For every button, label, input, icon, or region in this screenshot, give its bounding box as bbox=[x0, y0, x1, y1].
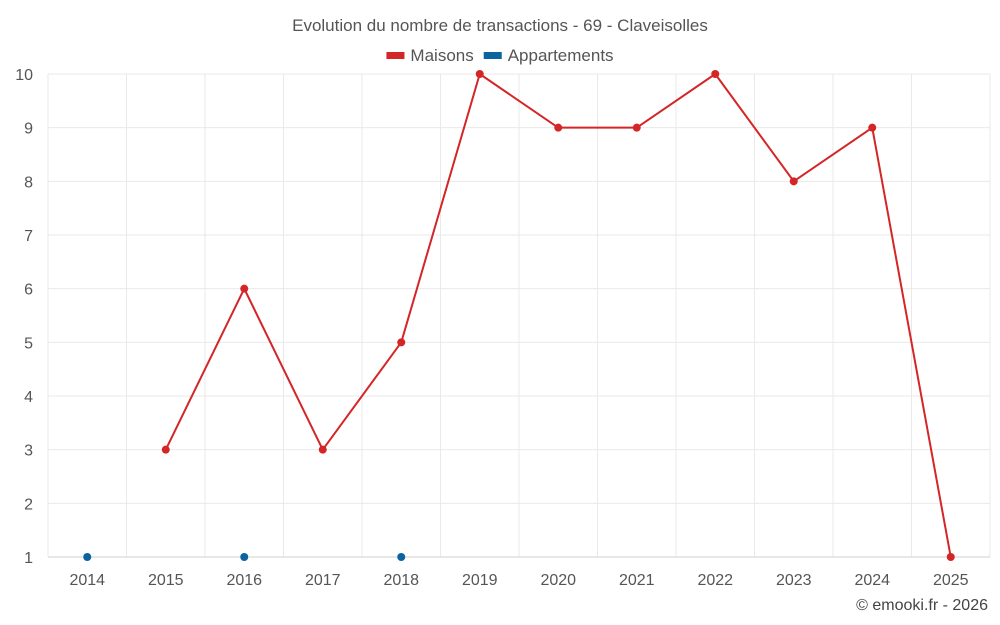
x-axis: 2014 2015 2016 2017 2018 2019 2020 2021 2022 2023… bbox=[69, 572, 968, 589]
data-point[interactable] bbox=[397, 338, 406, 347]
data-point[interactable] bbox=[83, 553, 92, 561]
legend-item-maisons[interactable]: Maisons bbox=[386, 46, 474, 65]
x-tick-label: 2024 bbox=[854, 572, 890, 589]
legend-label: Maisons bbox=[410, 46, 473, 65]
y-tick-label: 9 bbox=[24, 121, 33, 138]
y-tick-label: 7 bbox=[24, 228, 33, 245]
x-tick-label: 2025 bbox=[933, 572, 969, 589]
y-tick-label: 4 bbox=[24, 389, 33, 406]
data-point[interactable] bbox=[240, 284, 249, 293]
x-tick-label: 2018 bbox=[383, 572, 419, 589]
data-point[interactable] bbox=[161, 445, 170, 454]
chart-title: Evolution du nombre de transactions - 69… bbox=[292, 16, 708, 35]
legend-swatch bbox=[483, 52, 502, 59]
grid bbox=[47, 73, 991, 558]
x-tick-label: 2015 bbox=[148, 572, 184, 589]
data-point[interactable] bbox=[789, 177, 798, 186]
credit-text: © emooki.fr - 2026 bbox=[856, 597, 988, 614]
y-tick-label: 2 bbox=[24, 496, 33, 513]
legend-label: Appartements bbox=[508, 46, 614, 65]
legend-item-appartements[interactable]: Appartements bbox=[483, 46, 614, 65]
data-point[interactable] bbox=[397, 553, 406, 561]
data-point[interactable] bbox=[240, 553, 249, 561]
x-tick-label: 2019 bbox=[462, 572, 498, 589]
x-tick-label: 2014 bbox=[69, 572, 105, 589]
x-tick-label: 2020 bbox=[540, 572, 576, 589]
y-tick-label: 8 bbox=[24, 174, 33, 191]
legend: Maisons Appartements bbox=[386, 46, 614, 65]
y-tick-label: 6 bbox=[24, 282, 33, 299]
data-point[interactable] bbox=[554, 123, 563, 132]
y-tick-label: 1 bbox=[24, 550, 33, 567]
series-appartements bbox=[83, 553, 406, 561]
data-point[interactable] bbox=[946, 553, 955, 561]
y-tick-label: 3 bbox=[24, 443, 33, 460]
y-tick-label: 10 bbox=[15, 67, 33, 84]
y-tick-label: 5 bbox=[24, 335, 33, 352]
data-point[interactable] bbox=[475, 70, 484, 78]
data-point[interactable] bbox=[632, 123, 641, 132]
series-maisons bbox=[161, 70, 955, 561]
x-tick-label: 2023 bbox=[776, 572, 812, 589]
series-layer bbox=[83, 70, 955, 561]
legend-swatch bbox=[386, 52, 405, 59]
x-tick-label: 2022 bbox=[697, 572, 733, 589]
data-point[interactable] bbox=[318, 445, 327, 454]
data-point[interactable] bbox=[868, 123, 877, 132]
x-tick-label: 2021 bbox=[619, 572, 655, 589]
y-axis: 1 2 3 4 5 6 7 8 9 10 bbox=[15, 67, 33, 567]
x-tick-label: 2016 bbox=[226, 572, 262, 589]
data-point[interactable] bbox=[711, 70, 720, 78]
x-tick-label: 2017 bbox=[305, 572, 341, 589]
